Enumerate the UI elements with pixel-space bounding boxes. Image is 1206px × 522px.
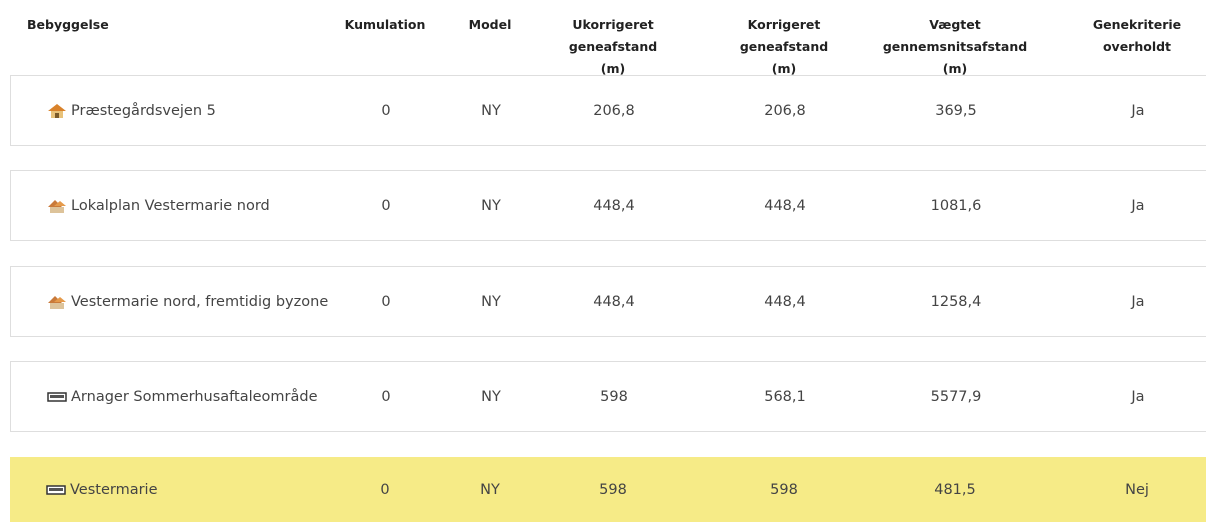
cell: 448,4 <box>715 267 855 336</box>
cell: 0 <box>326 267 446 336</box>
cell: Præstegårdsvejen 5 <box>47 76 216 145</box>
cell: 448,4 <box>544 267 684 336</box>
header: Vægtet gennemsnitsafstand (m) <box>882 17 1028 76</box>
cell: 1081,6 <box>861 171 1051 240</box>
cell-text: 206,8 <box>593 102 635 119</box>
cell: 206,8 <box>715 76 855 145</box>
cell-text: NY <box>481 388 501 405</box>
cell-text: 448,4 <box>593 293 635 310</box>
header: Korrigeret geneafstand (m) <box>739 17 829 76</box>
cell-text: 0 <box>381 102 391 119</box>
cell: Ja <box>1083 267 1193 336</box>
cell-text: 0 <box>381 197 391 214</box>
cell-text: 598 <box>770 481 798 498</box>
cell: Arnager Sommerhusaftaleområde <box>47 362 318 431</box>
cell: 598 <box>544 362 684 431</box>
cell-text: 448,4 <box>764 197 806 214</box>
cell-text: Lokalplan Vestermarie nord <box>71 197 270 214</box>
cell: NY <box>451 171 531 240</box>
cell-text: 448,4 <box>593 197 635 214</box>
icon <box>48 103 66 118</box>
icon <box>46 484 66 495</box>
cell: 5577,9 <box>861 362 1051 431</box>
cell-text: Præstegårdsvejen 5 <box>71 102 216 119</box>
cell: NY <box>451 362 531 431</box>
cell-text: 598 <box>600 388 628 405</box>
header: Kumulation <box>344 17 426 32</box>
cell: Lokalplan Vestermarie nord <box>47 171 270 240</box>
cell: Ja <box>1083 362 1193 431</box>
cell: Nej <box>1082 457 1192 522</box>
cell-text: Arnager Sommerhusaftaleområde <box>71 388 318 405</box>
table-row: Vestermarie nord, fremtidig byzone 0 NY 448… <box>10 266 1206 337</box>
header: Ukorrigeret geneafstand (m) <box>568 17 658 76</box>
cell-text: 0 <box>381 388 391 405</box>
cell: NY <box>451 76 531 145</box>
cell-text: Ja <box>1131 102 1145 119</box>
cell-text: Ja <box>1131 293 1145 310</box>
cell-text: 0 <box>380 481 390 498</box>
header: Bebyggelse <box>27 17 109 32</box>
cell: 598 <box>543 457 683 522</box>
cell-text: Vestermarie nord, fremtidig byzone <box>71 293 329 310</box>
cell-text: 1081,6 <box>930 197 982 214</box>
cell: 0 <box>325 457 445 522</box>
cell-text: NY <box>481 197 501 214</box>
cell-text: Ja <box>1131 388 1145 405</box>
cell: 0 <box>326 171 446 240</box>
cell-text: Vestermarie <box>70 481 158 498</box>
table-row: Arnager Sommerhusaftaleområde 0 NY 598 568,1… <box>10 361 1206 432</box>
cell-text: 598 <box>599 481 627 498</box>
cell: 0 <box>326 362 446 431</box>
cell: 369,5 <box>861 76 1051 145</box>
cell: Vestermarie <box>46 457 158 522</box>
cell-text: Ja <box>1131 197 1145 214</box>
cell: 1258,4 <box>861 267 1051 336</box>
cell: 598 <box>714 457 854 522</box>
cell: NY <box>450 457 530 522</box>
table-row: Præstegårdsvejen 5 0 NY 206,8 206,8 369,5 Ja <box>10 75 1206 146</box>
icon <box>47 391 67 402</box>
table-row: Lokalplan Vestermarie nord 0 NY 448,4 448,4 1… <box>10 170 1206 241</box>
cell: 206,8 <box>544 76 684 145</box>
cell: Ja <box>1083 76 1193 145</box>
cell: 481,5 <box>860 457 1050 522</box>
cell-text: 448,4 <box>764 293 806 310</box>
cell-text: 568,1 <box>764 388 806 405</box>
cell: Ja <box>1083 171 1193 240</box>
cell-text: 369,5 <box>935 102 977 119</box>
cell-text: 1258,4 <box>930 293 982 310</box>
cell-text: 0 <box>381 293 391 310</box>
header: Model <box>468 17 512 32</box>
cell-text: NY <box>480 481 500 498</box>
cell-text: 5577,9 <box>930 388 982 405</box>
cell: 0 <box>326 76 446 145</box>
header: Genekriterie overholdt <box>1092 17 1182 54</box>
cell-text: NY <box>481 102 501 119</box>
cell-text: NY <box>481 293 501 310</box>
cell: 448,4 <box>544 171 684 240</box>
cell-text: Nej <box>1125 481 1149 498</box>
icon <box>48 295 66 309</box>
cell: 568,1 <box>715 362 855 431</box>
cell-text: 206,8 <box>764 102 806 119</box>
cell: Vestermarie nord, fremtidig byzone <box>47 267 328 336</box>
cell-text: 481,5 <box>934 481 976 498</box>
table-row: Vestermarie 0 NY 598 598 481,5 Nej <box>10 457 1206 522</box>
cell: 448,4 <box>715 171 855 240</box>
icon <box>48 199 66 213</box>
cell: NY <box>451 267 531 336</box>
